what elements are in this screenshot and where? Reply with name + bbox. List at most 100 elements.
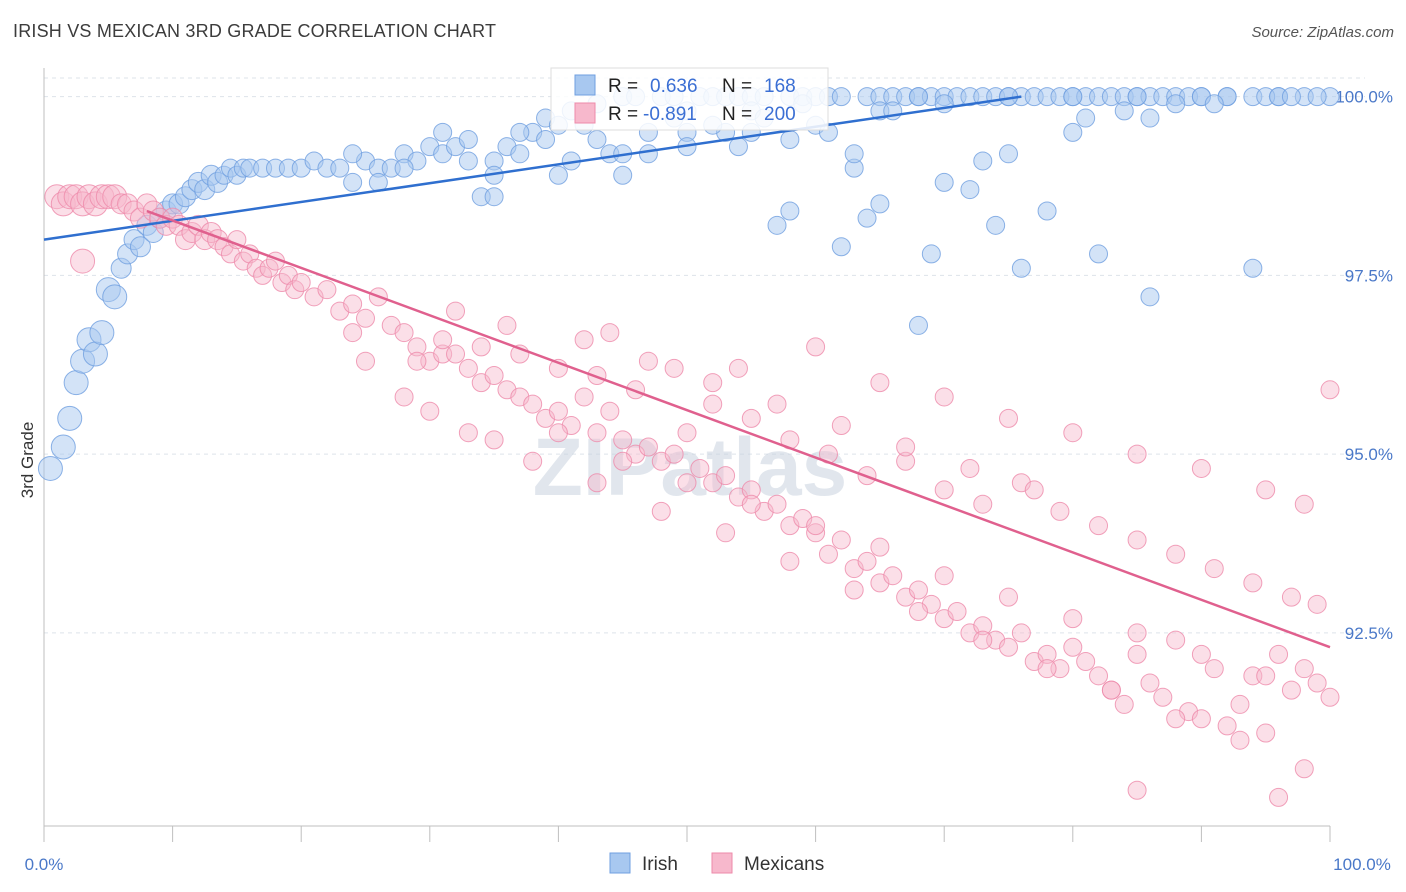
x-tick-label: 0.0% — [25, 855, 64, 874]
mexican-point — [1307, 673, 1327, 693]
mexican-n-label: N = — [722, 104, 752, 125]
mexican-point — [818, 544, 838, 564]
irish-point — [921, 244, 941, 264]
legend-mexicans-swatch — [711, 852, 733, 874]
mexican-point — [1063, 609, 1083, 629]
irish-point — [343, 172, 363, 192]
mexican-point — [741, 408, 761, 428]
mexican-point — [1256, 666, 1276, 686]
mexican-point — [1037, 644, 1057, 664]
mexican-point — [716, 466, 736, 486]
irish-point — [89, 320, 115, 346]
mexican-point — [908, 601, 928, 621]
irish-point — [129, 236, 151, 258]
mexican-point — [883, 566, 903, 586]
mexican-point — [1281, 680, 1301, 700]
mexican-point — [1294, 659, 1314, 679]
mexican-point — [1089, 516, 1109, 536]
mexican-point — [999, 408, 1018, 428]
y-tick-label: 100.0% — [1335, 88, 1393, 107]
mexican-point — [497, 315, 517, 335]
mexican-point — [664, 444, 684, 464]
irish-point — [1243, 258, 1263, 278]
irish-point — [1063, 122, 1083, 142]
irish-n-label: N = — [722, 76, 752, 97]
mexican-point — [446, 344, 466, 364]
irish-point — [343, 144, 363, 164]
irish-point — [57, 405, 83, 431]
y-tick-label: 95.0% — [1345, 445, 1393, 464]
mexican-point — [1294, 494, 1314, 514]
mexican-point — [767, 494, 787, 514]
irish-point — [394, 158, 414, 178]
mexican-point — [458, 358, 478, 378]
mexican-point — [1127, 623, 1147, 643]
irish-point — [831, 87, 851, 107]
irish-point — [908, 87, 928, 107]
irish-point — [638, 144, 658, 164]
y-tick-label: 92.5% — [1345, 624, 1393, 643]
mexican-point — [638, 437, 658, 457]
mexican-point — [1307, 594, 1327, 614]
y-tick-labels: 92.5% 95.0% 97.5% 100.0% — [1335, 88, 1393, 643]
irish-point — [960, 180, 980, 200]
mexican-point — [587, 473, 607, 493]
mexican-point — [934, 387, 954, 407]
mexican-point — [343, 294, 363, 314]
irish-point — [1114, 101, 1134, 121]
mexican-point — [741, 494, 761, 514]
mexican-point — [831, 416, 851, 436]
irish-point — [536, 130, 556, 150]
mexican-point — [638, 351, 658, 371]
mexican-point — [574, 387, 594, 407]
irish-point — [934, 172, 954, 192]
mexican-point — [651, 501, 671, 521]
irish-point — [999, 144, 1018, 164]
irish-point — [870, 194, 890, 214]
mexican-point — [1269, 644, 1289, 664]
axes — [43, 68, 1331, 842]
irish-point — [1089, 244, 1109, 264]
mexican-point — [129, 207, 151, 229]
mexican-point — [1269, 787, 1289, 807]
irish-point — [510, 122, 530, 142]
mexican-point — [767, 394, 787, 414]
mexican-point — [703, 373, 723, 393]
mexican-point — [285, 280, 305, 300]
irish-point — [831, 237, 851, 257]
irish-r-label: R = — [608, 76, 638, 97]
watermark: ZIPatlas — [533, 422, 847, 513]
mexican-point — [716, 523, 736, 543]
mexican-trend-line — [146, 209, 1331, 649]
mexican-point — [831, 530, 851, 550]
mexican-point — [999, 587, 1018, 607]
mexican-point — [446, 301, 466, 321]
irish-point — [1307, 87, 1327, 107]
mexican-point — [433, 330, 453, 350]
mexican-point — [741, 480, 761, 500]
irish-point — [857, 208, 877, 228]
y-axis-title: 3rd Grade — [18, 422, 37, 499]
irish-points — [37, 87, 1340, 481]
mexican-point — [394, 387, 414, 407]
mexican-point — [1230, 730, 1250, 750]
mexican-point — [626, 380, 646, 400]
mexican-point — [1166, 709, 1186, 729]
mexican-point — [690, 458, 710, 478]
mexican-point — [728, 358, 748, 378]
mexican-point — [934, 566, 954, 586]
irish-point — [587, 130, 607, 150]
irish-point — [844, 144, 864, 164]
mexican-point — [1204, 559, 1224, 579]
mexican-swatch — [574, 102, 596, 124]
mexican-point — [1191, 458, 1211, 478]
mexican-point — [523, 451, 543, 471]
irish-point — [82, 341, 108, 367]
irish-point — [767, 215, 787, 235]
irish-point — [330, 158, 350, 178]
mexican-point — [394, 323, 414, 343]
irish-n-value: 168 — [764, 76, 796, 97]
y-tick-label: 97.5% — [1345, 266, 1393, 285]
irish-point — [50, 434, 76, 460]
